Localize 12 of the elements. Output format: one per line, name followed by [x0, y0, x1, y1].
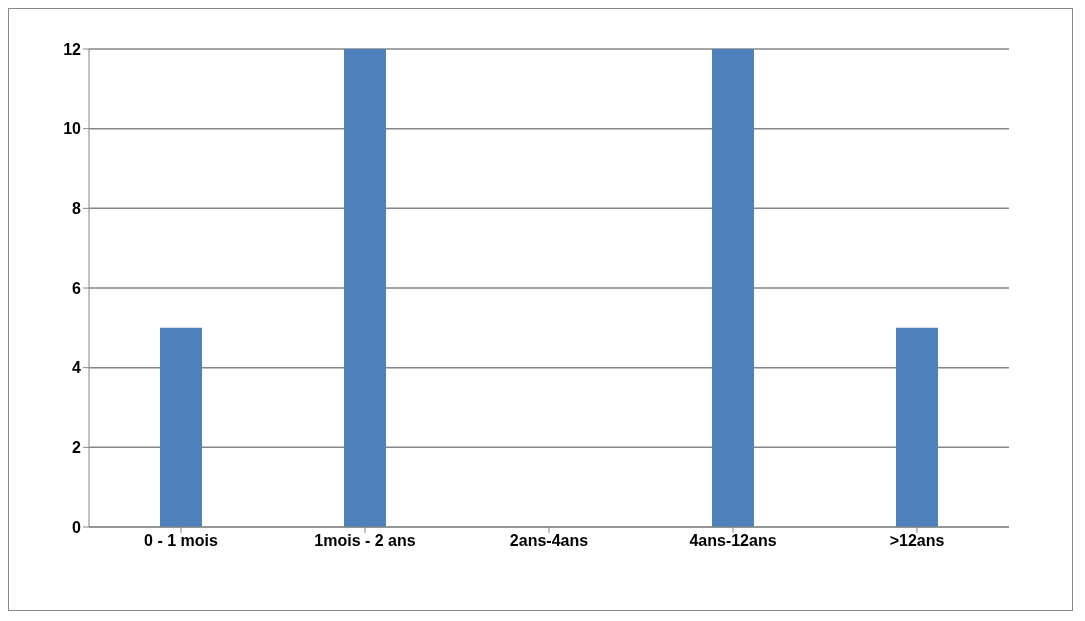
x-tick-label: 2ans-4ans — [509, 532, 589, 550]
y-tick-label: 2 — [72, 439, 82, 457]
y-tick-label: 6 — [72, 279, 82, 297]
y-tick-label: 12 — [63, 40, 82, 58]
y-tick-label: 4 — [72, 359, 82, 377]
x-tick-label: 0 - 1 mois — [144, 532, 218, 550]
y-tick-label: 8 — [72, 200, 82, 218]
x-tick-label: >12ans — [889, 532, 945, 550]
y-tick-label: 0 — [72, 518, 82, 536]
y-tick-label: 10 — [63, 120, 82, 138]
x-tick-label: 4ans-12ans — [689, 532, 777, 550]
x-tick-label: 1mois - 2 ans — [314, 532, 416, 550]
